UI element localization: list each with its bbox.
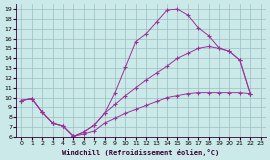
X-axis label: Windchill (Refroidissement éolien,°C): Windchill (Refroidissement éolien,°C) xyxy=(62,149,220,156)
